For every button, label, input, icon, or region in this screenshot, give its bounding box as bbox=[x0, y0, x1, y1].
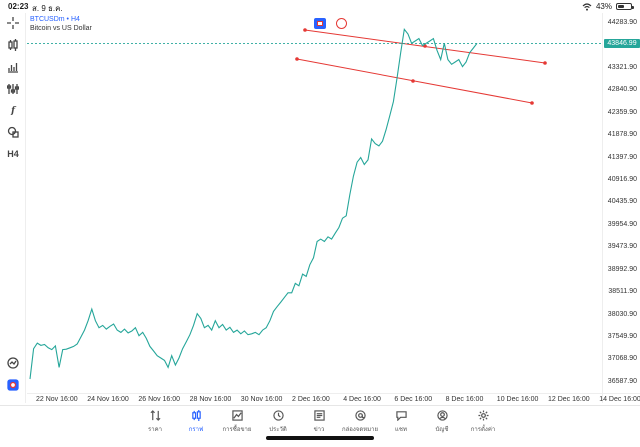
symbol-description: Bitcoin vs US Dollar bbox=[30, 25, 92, 32]
time-tick-label: 26 Nov 16:00 bbox=[138, 396, 181, 403]
price-chart[interactable] bbox=[27, 13, 602, 393]
price-tick-label: 39954.90 bbox=[607, 220, 637, 228]
trendline-anchor bbox=[543, 61, 547, 65]
price-scale[interactable]: 43846.99 44283.90 43321.90 42840.90 42359.9… bbox=[602, 13, 640, 403]
time-tick-label: 4 Dec 16:00 bbox=[343, 396, 381, 403]
price-tick-label: 38992.90 bbox=[607, 265, 637, 273]
time-tick-label: 24 Nov 16:00 bbox=[87, 396, 129, 403]
time-tick-label: 10 Dec 16:00 bbox=[496, 396, 539, 403]
sliders-icon[interactable] bbox=[4, 81, 22, 97]
nav-label: ราคา bbox=[148, 427, 162, 433]
status-right: 43% bbox=[582, 2, 634, 11]
trendline-anchor bbox=[411, 79, 415, 83]
crosshair-icon[interactable] bbox=[4, 15, 22, 31]
news-icon bbox=[313, 410, 325, 421]
nav-label: กราฟ bbox=[188, 427, 204, 433]
price-tick-label: 38511.90 bbox=[608, 288, 637, 296]
nav-settings[interactable]: การตั้งค่า bbox=[461, 410, 505, 434]
nav-label: กล่องจดหมาย bbox=[341, 427, 379, 433]
time-axis[interactable]: 22 Nov 16:00 24 Nov 16:00 26 Nov 16:00 28 N… bbox=[27, 393, 640, 405]
trade-icon bbox=[231, 410, 243, 421]
trendline-anchor bbox=[530, 101, 534, 105]
date: ส. 9 ธ.ค. bbox=[32, 4, 63, 13]
nav-label: บัญชี bbox=[435, 427, 449, 433]
time-tick-label: 8 Dec 16:00 bbox=[445, 396, 484, 403]
history-icon bbox=[272, 410, 284, 421]
indicators-icon[interactable] bbox=[4, 59, 22, 75]
nav-history[interactable]: ประวัติ bbox=[256, 410, 300, 434]
settings-icon bbox=[477, 410, 489, 421]
nav-account[interactable]: บัญชี bbox=[420, 410, 464, 434]
price-tick-label: 40916.90 bbox=[607, 176, 637, 184]
one-click-trading-icon[interactable] bbox=[314, 18, 326, 29]
nav-news[interactable]: ข่าว bbox=[297, 410, 341, 434]
current-price-tag: 43846.99 bbox=[604, 38, 640, 48]
price-tick-label: 44283.90 bbox=[607, 19, 637, 27]
mailbox-icon bbox=[354, 410, 366, 421]
candles-icon[interactable] bbox=[4, 37, 22, 53]
price-series-line bbox=[29, 27, 478, 380]
left-bottom-tools bbox=[4, 355, 22, 391]
nav-label: ข่าว bbox=[313, 427, 325, 433]
chart-legend: BTCUSDm • H4 Bitcoin vs US Dollar bbox=[30, 15, 92, 33]
price-tick-label: 37068.90 bbox=[607, 355, 637, 363]
status-bar: 02:23 ส. 9 ธ.ค. 43% bbox=[0, 0, 640, 13]
nav-chat[interactable]: แชท bbox=[379, 410, 423, 434]
trendline-anchor bbox=[303, 28, 307, 32]
brand-icon[interactable] bbox=[4, 377, 22, 393]
trendline-anchor bbox=[295, 57, 299, 61]
nav-label: แชท bbox=[395, 427, 407, 433]
price-tick-label: 39473.90 bbox=[607, 243, 637, 251]
chart-overlay-buttons bbox=[314, 18, 347, 29]
trendlines bbox=[295, 28, 547, 105]
time-tick-label: 22 Nov 16:00 bbox=[36, 396, 78, 403]
nav-mailbox[interactable]: กล่องจดหมาย bbox=[338, 410, 382, 434]
quick-order-icon[interactable] bbox=[336, 18, 347, 29]
chat-icon bbox=[395, 411, 407, 421]
time-tick-label: 28 Nov 16:00 bbox=[189, 396, 232, 403]
time-tick-label: 12 Dec 16:00 bbox=[548, 396, 590, 403]
function-icon[interactable]: f bbox=[11, 106, 15, 116]
price-tick-label: 41878.90 bbox=[607, 131, 637, 139]
clock: 02:23 bbox=[8, 2, 29, 11]
price-tick-label: 42840.90 bbox=[607, 86, 637, 94]
drawing-toolbar: f H4 bbox=[0, 13, 26, 403]
performance-icon[interactable] bbox=[4, 355, 22, 371]
time-tick-label: 6 Dec 16:00 bbox=[394, 396, 433, 403]
timeframe-button[interactable]: H4 bbox=[7, 149, 19, 159]
nav-chart[interactable]: กราฟ bbox=[174, 410, 218, 434]
nav-trade[interactable]: การซื้อขาย bbox=[215, 410, 259, 434]
price-tick-label: 42359.90 bbox=[607, 108, 637, 116]
price-tick-label: 40435.90 bbox=[607, 198, 637, 206]
price-tick-label: 36587.90 bbox=[607, 377, 637, 385]
shapes-icon[interactable] bbox=[4, 124, 22, 140]
nav-quotes[interactable]: ราคา bbox=[133, 410, 177, 434]
price-tick-label: 41397.90 bbox=[607, 153, 637, 161]
account-icon bbox=[436, 410, 448, 421]
home-indicator[interactable] bbox=[266, 436, 374, 440]
bottom-navigation: ราคา กราฟ การซื้อขาย ประวัติ ข่าว กล่องจ… bbox=[0, 405, 640, 447]
wifi-icon bbox=[582, 2, 592, 11]
nav-label: ประวัติ bbox=[269, 427, 287, 433]
quotes-icon bbox=[149, 410, 161, 421]
time-tick-label: 30 Nov 16:00 bbox=[240, 396, 283, 403]
nav-label: การซื้อขาย bbox=[222, 427, 252, 433]
battery-icon bbox=[616, 3, 634, 10]
battery-percent: 43% bbox=[595, 2, 612, 11]
time-tick-label: 2 Dec 16:00 bbox=[292, 396, 330, 403]
price-tick-label: 43321.90 bbox=[607, 63, 637, 71]
time-tick-label: 14 Dec 16:00 bbox=[599, 396, 640, 403]
price-tick-label: 38030.90 bbox=[607, 310, 637, 318]
nav-label: การตั้งค่า bbox=[470, 427, 496, 433]
symbol-label[interactable]: BTCUSDm • H4 bbox=[30, 16, 80, 23]
price-tick-label: 37549.90 bbox=[607, 333, 637, 341]
chart-icon bbox=[191, 410, 201, 421]
